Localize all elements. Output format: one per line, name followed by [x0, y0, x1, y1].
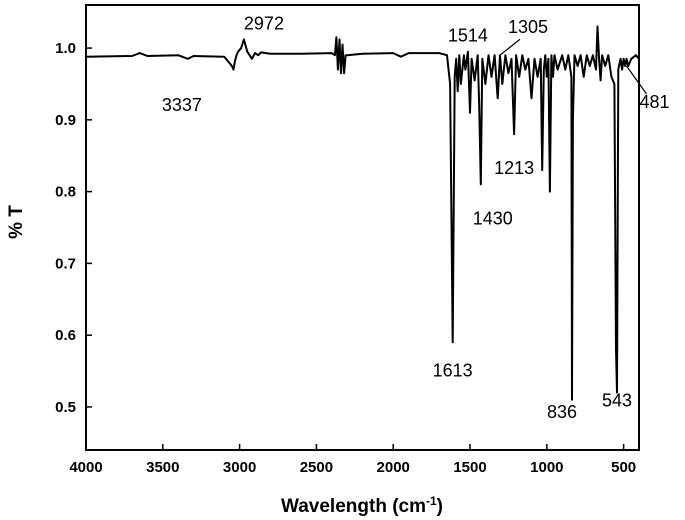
y-tick-label: 1.0: [55, 40, 76, 57]
x-tick-label: 500: [611, 459, 636, 476]
x-tick-label: 1500: [453, 459, 486, 476]
peak-annotations: 3337 2972 1514 1305 1213 1430 1613 836 543 481: [162, 13, 670, 421]
peak-label: 1430: [473, 208, 513, 228]
y-tick-label: 0.7: [55, 255, 76, 272]
peak-label: 3337: [162, 95, 202, 115]
y-tick-label: 0.6: [55, 327, 76, 344]
x-tick-label: 3000: [223, 459, 256, 476]
peak-arrow: [499, 38, 521, 56]
x-tick-label: 3500: [146, 459, 179, 476]
x-tick-label: 2000: [377, 459, 410, 476]
y-axis-title: % T: [6, 205, 27, 239]
x-axis-title: Wavelength (cm-1): [281, 494, 443, 517]
peak-label: 1613: [433, 360, 473, 380]
peak-arrow: [626, 65, 648, 95]
peak-label: 1514: [448, 26, 488, 46]
peak-label: 836: [547, 402, 577, 422]
spectrum-line: [85, 25, 640, 401]
peak-label: 2972: [244, 13, 284, 33]
y-axis-ticks: 0.5 0.6 0.7 0.8 0.9 1.0: [55, 40, 92, 416]
y-tick-label: 0.5: [55, 399, 76, 416]
plot-frame: [85, 4, 640, 451]
x-axis-ticks: 4000 3500 3000 2500 2000 1500 1000 500: [69, 444, 636, 476]
x-tick-label: 1000: [530, 459, 563, 476]
peak-label: 1213: [494, 158, 534, 178]
x-tick-label: 2500: [300, 459, 333, 476]
y-tick-label: 0.9: [55, 112, 76, 129]
y-tick-label: 0.8: [55, 184, 76, 201]
peak-label: 543: [602, 391, 632, 411]
peak-label: 481: [640, 92, 670, 112]
peak-label: 1305: [508, 17, 548, 37]
x-tick-label: 4000: [69, 459, 102, 476]
